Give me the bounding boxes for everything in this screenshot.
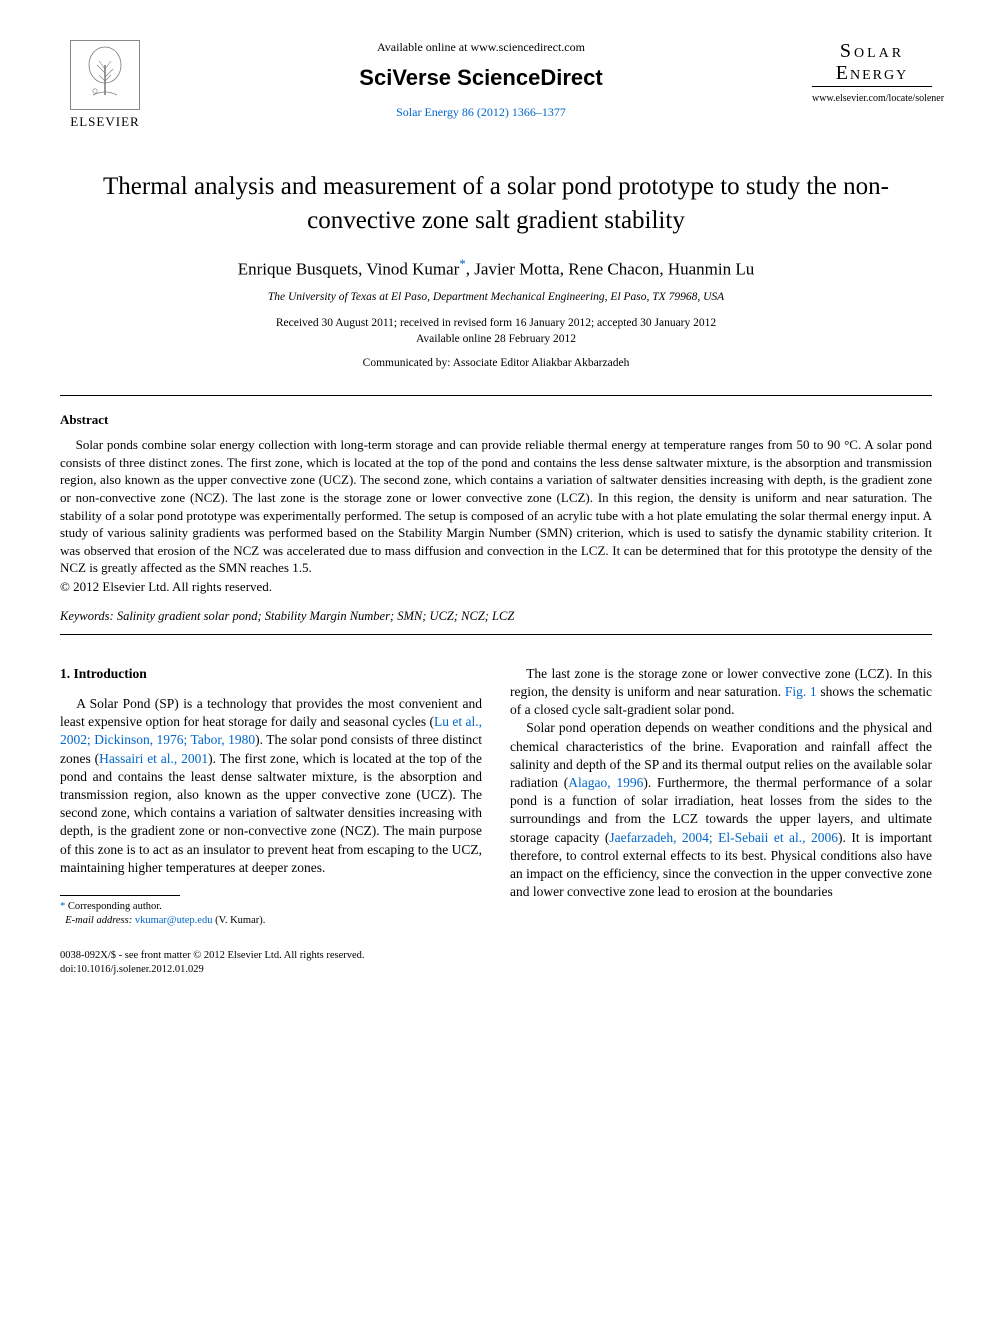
left-column: 1. Introduction A Solar Pond (SP) is a t… xyxy=(60,665,482,977)
rule-below-keywords xyxy=(60,634,932,635)
dates-line2: Available online 28 February 2012 xyxy=(60,331,932,347)
intro-paragraph-right-2: Solar pond operation depends on weather … xyxy=(510,719,932,901)
abstract-heading: Abstract xyxy=(60,412,932,428)
footer-line1: 0038-092X/$ - see front matter © 2012 El… xyxy=(60,949,482,963)
journal-title: Solar Energy xyxy=(812,40,932,87)
footnote-email[interactable]: vkumar@utep.edu xyxy=(135,915,213,926)
intro-text-1c: ). The first zone, which is located at t… xyxy=(60,751,482,875)
right-column: The last zone is the storage zone or low… xyxy=(510,665,932,977)
footnote-email-name: (V. Kumar). xyxy=(212,915,265,926)
intro-text-1a: A Solar Pond (SP) is a technology that p… xyxy=(60,696,482,729)
available-online-text: Available online at www.sciencedirect.co… xyxy=(170,40,792,55)
publisher-name: ELSEVIER xyxy=(70,114,139,130)
journal-logo: Solar Energy www.elsevier.com/locate/sol… xyxy=(812,40,932,104)
authors-after-mark: , Javier Motta, Rene Chacon, Huanmin Lu xyxy=(466,259,754,278)
ref-link-hassairi[interactable]: Hassairi et al., 2001 xyxy=(99,751,208,766)
ref-link-alagao[interactable]: Alagao, 1996 xyxy=(568,775,643,790)
article-dates: Received 30 August 2011; received in rev… xyxy=(60,315,932,347)
article-title: Thermal analysis and measurement of a so… xyxy=(100,170,892,238)
keywords-label: Keywords: xyxy=(60,609,114,623)
footer-block: 0038-092X/$ - see front matter © 2012 El… xyxy=(60,949,482,976)
journal-title-line2: Energy xyxy=(812,62,932,84)
affiliation: The University of Texas at El Paso, Depa… xyxy=(60,291,932,303)
publisher-logo: ELSEVIER xyxy=(60,40,150,130)
keywords-list: Salinity gradient solar pond; Stability … xyxy=(114,609,515,623)
platform-name: SciVerse ScienceDirect xyxy=(170,65,792,91)
citation-link[interactable]: Solar Energy 86 (2012) 1366–1377 xyxy=(170,105,792,120)
keywords: Keywords: Salinity gradient solar pond; … xyxy=(60,609,932,624)
footnote-corresp-text: Corresponding author. xyxy=(68,901,162,912)
intro-paragraph-right-1: The last zone is the storage zone or low… xyxy=(510,665,932,720)
section-heading-intro: 1. Introduction xyxy=(60,665,482,683)
body-columns: 1. Introduction A Solar Pond (SP) is a t… xyxy=(60,665,932,977)
page-header: ELSEVIER Available online at www.science… xyxy=(60,40,932,130)
footnote-separator xyxy=(60,895,180,896)
journal-url: www.elsevier.com/locate/solener xyxy=(812,93,932,104)
footer-line2: doi:10.1016/j.solener.2012.01.029 xyxy=(60,963,482,977)
abstract-body: Solar ponds combine solar energy collect… xyxy=(60,436,932,576)
ref-link-jaefarzadeh[interactable]: Jaefarzadeh, 2004; El-Sebaii et al., 200… xyxy=(609,830,838,845)
footnote-mark: * xyxy=(60,901,65,912)
footnote-email-label: E-mail address: xyxy=(65,915,132,926)
rule-above-abstract xyxy=(60,395,932,396)
abstract-copyright: © 2012 Elsevier Ltd. All rights reserved… xyxy=(60,579,932,595)
intro-paragraph-1: A Solar Pond (SP) is a technology that p… xyxy=(60,695,482,877)
dates-line1: Received 30 August 2011; received in rev… xyxy=(60,315,932,331)
fig-link-1[interactable]: Fig. 1 xyxy=(785,684,817,699)
header-center: Available online at www.sciencedirect.co… xyxy=(150,40,812,120)
communicated-by: Communicated by: Associate Editor Aliakb… xyxy=(60,357,932,369)
authors-before-mark: Enrique Busquets, Vinod Kumar xyxy=(238,259,460,278)
author-list: Enrique Busquets, Vinod Kumar*, Javier M… xyxy=(60,256,932,280)
corresponding-footnote: * Corresponding author. E-mail address: … xyxy=(60,900,482,927)
journal-title-line1: Solar xyxy=(812,40,932,62)
elsevier-tree-icon xyxy=(70,40,140,110)
